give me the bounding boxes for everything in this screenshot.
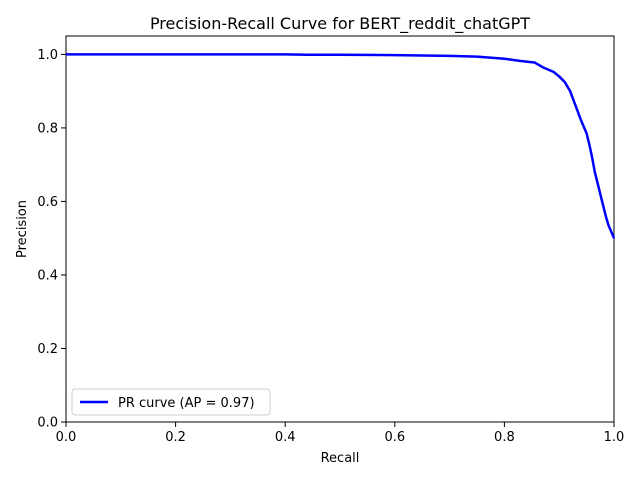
x-tick-label: 0.6	[384, 430, 405, 445]
y-tick-label: 0.2	[37, 342, 58, 357]
x-tick-label: 0.2	[165, 430, 186, 445]
chart-title: Precision-Recall Curve for BERT_reddit_c…	[150, 14, 530, 34]
y-axis-ticks: 0.0 0.2 0.4 0.6 0.8 1.0	[37, 48, 66, 431]
x-tick-label: 0.4	[275, 430, 296, 445]
x-axis-ticks: 0.0 0.2 0.4 0.6 0.8 1.0	[56, 422, 625, 445]
y-tick-label: 0.8	[37, 121, 58, 136]
x-axis-label: Recall	[321, 451, 360, 466]
plot-area: 0.0 0.2 0.4 0.6 0.8 1.0 0.0 0.2 0.4 0.6 0.8 1.0	[37, 35, 625, 445]
plot-frame	[65, 35, 615, 423]
y-tick-label: 0.6	[37, 195, 58, 210]
y-tick-label: 0.4	[37, 268, 58, 283]
pr-curve-series-line	[66, 53, 616, 239]
legend: PR curve (AP = 0.97)	[71, 388, 271, 416]
x-tick-label: 0.8	[494, 430, 515, 445]
legend-label: PR curve (AP = 0.97)	[118, 396, 255, 411]
y-tick-label: 0.0	[37, 416, 58, 431]
legend-frame	[71, 388, 271, 416]
y-tick-label: 1.0	[37, 48, 58, 63]
x-tick-label: 0.0	[56, 430, 77, 445]
data-layer	[66, 53, 616, 239]
x-tick-label: 1.0	[604, 430, 625, 445]
y-axis-label: Precision	[15, 200, 30, 258]
